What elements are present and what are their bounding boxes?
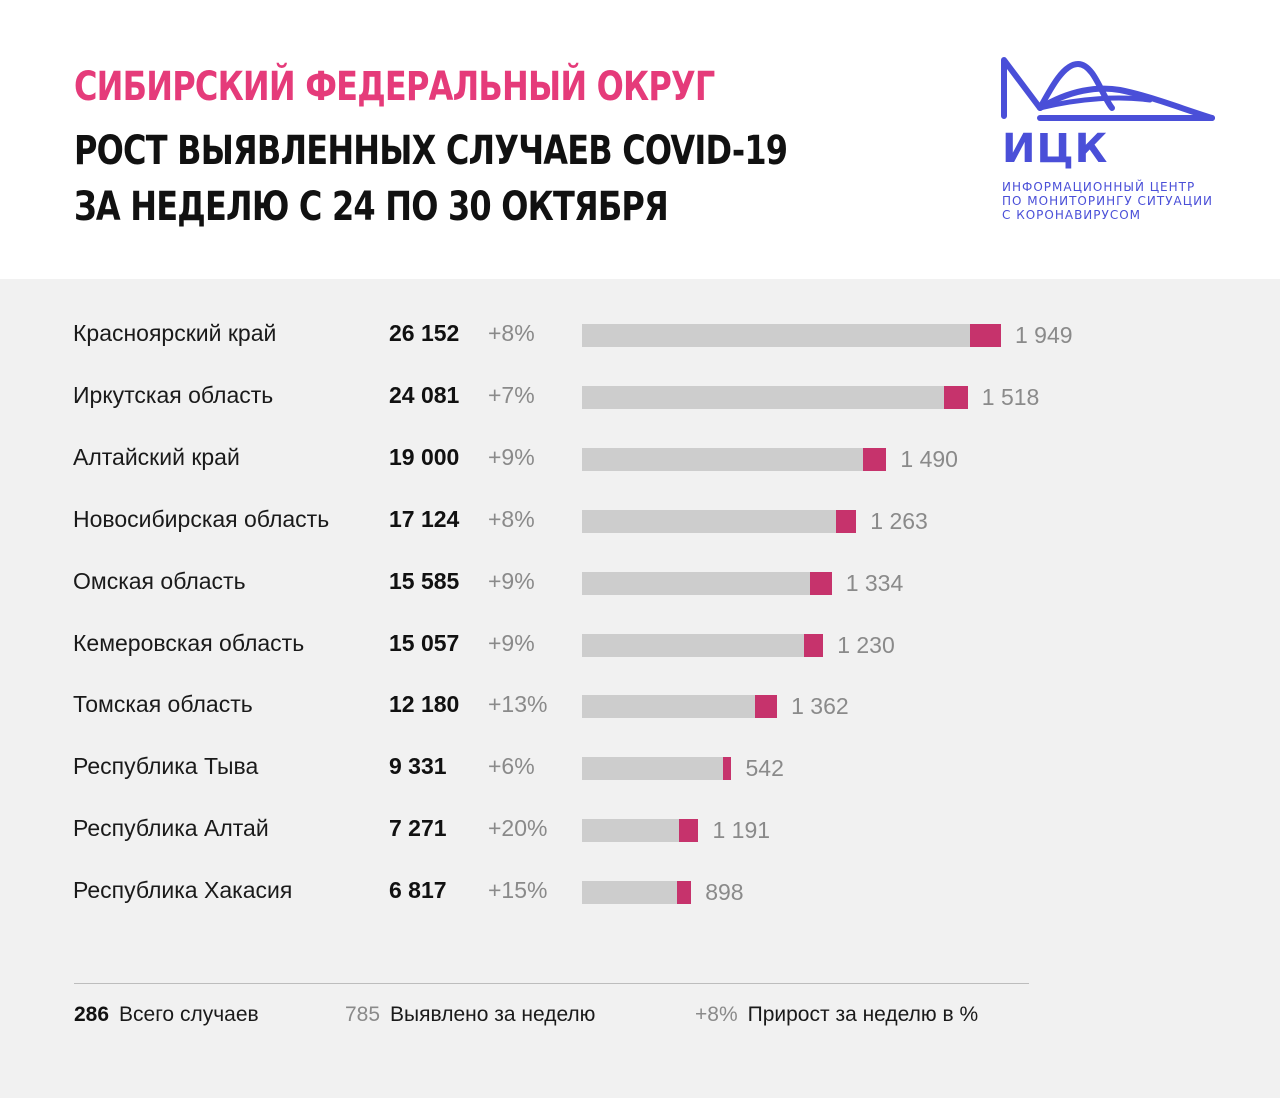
total-cases-label: 15 585 (389, 568, 460, 594)
bar-weekly-cases (803, 634, 824, 657)
logo-wordmark: ИЦК (1002, 126, 1109, 172)
total-cases-label: 19 000 (389, 444, 460, 470)
region-label: Новосибирская область (73, 506, 330, 532)
bar-weekly-cases (943, 386, 968, 409)
bar-weekly-cases (722, 757, 732, 780)
legend-label-growth: Прирост за неделю в % (747, 1003, 979, 1026)
bar-weekly-cases (810, 572, 832, 595)
bar-weekly-cases (836, 510, 857, 533)
table-row: Кемеровская область 15 057 +9% 1 230 (0, 624, 1280, 664)
total-cases-label: 17 124 (389, 506, 460, 532)
weekly-cases-label: 1 334 (845, 570, 904, 596)
weekly-cases-label: 1 949 (1015, 322, 1073, 348)
growth-percent-label: +9% (488, 568, 535, 594)
legend-item-growth: +8% Прирост за неделю в % (695, 1003, 978, 1027)
logo-mountain-icon (1001, 57, 1215, 121)
weekly-cases-label: 1 263 (870, 508, 928, 534)
bar-previous-cases (582, 510, 837, 533)
total-cases-label: 12 180 (389, 691, 460, 717)
growth-percent-label: +6% (488, 753, 535, 779)
table-row: Красноярский край 26 152 +8% 1 949 (0, 314, 1280, 354)
growth-percent-label: +8% (488, 320, 535, 346)
bar-previous-cases (582, 572, 811, 595)
growth-percent-label: +8% (488, 506, 535, 532)
total-cases-label: 6 817 (389, 877, 447, 903)
legend-label-total: Всего случаев (119, 1003, 259, 1026)
bar-previous-cases (582, 819, 680, 842)
table-row: Новосибирская область 17 124 +8% 1 263 (0, 500, 1280, 540)
bar-previous-cases (582, 448, 863, 471)
legend-divider (74, 983, 1029, 984)
table-row: Республика Тыва 9 331 +6% 542 (0, 747, 1280, 787)
weekly-cases-label: 1 230 (837, 632, 895, 658)
region-label: Алтайский край (73, 444, 240, 470)
legend-item-weekly: 785 Выявлено за неделю (345, 1003, 595, 1027)
bar-previous-cases (582, 634, 804, 657)
growth-percent-label: +15% (488, 877, 548, 903)
logo-caption: Информационный центр по мониторингу ситу… (1002, 180, 1214, 222)
weekly-cases-label: 1 490 (900, 446, 958, 472)
weekly-cases-label: 542 (745, 755, 784, 781)
bar-previous-cases (582, 695, 756, 718)
table-row: Томская область 12 180 +13% 1 362 (0, 685, 1280, 725)
growth-percent-label: +20% (488, 815, 548, 841)
table-row: Иркутская область 24 081 +7% 1 518 (0, 376, 1280, 416)
bar-weekly-cases (676, 881, 692, 904)
legend-item-total: 286 Всего случаев (74, 1003, 259, 1027)
region-label: Республика Тыва (73, 753, 259, 779)
region-label: Красноярский край (73, 320, 277, 346)
weekly-cases-label: 898 (705, 879, 744, 905)
growth-percent-label: +9% (488, 444, 535, 470)
bar-weekly-cases (969, 324, 1001, 347)
region-label: Кемеровская область (73, 630, 305, 656)
weekly-cases-label: 1 518 (981, 384, 1040, 410)
region-label: Республика Хакасия (73, 877, 293, 903)
growth-percent-label: +9% (488, 630, 535, 656)
region-label: Республика Алтай (73, 815, 269, 841)
chart-title-line1: Рост выявленных случаев COVID-19 (74, 128, 788, 174)
chart-panel (0, 279, 1280, 1098)
total-cases-label: 15 057 (389, 630, 460, 656)
legend-sample-total: 286 (74, 1003, 110, 1026)
region-subtitle: Сибирский федеральный округ (74, 64, 715, 110)
logo: ИЦК Информационный центр по мониторингу … (1000, 56, 1220, 236)
total-cases-label: 9 331 (389, 753, 447, 779)
bar-weekly-cases (679, 819, 699, 842)
total-cases-label: 7 271 (389, 815, 447, 841)
total-cases-label: 26 152 (389, 320, 460, 346)
bar-previous-cases (582, 757, 723, 780)
bar-previous-cases (582, 324, 970, 347)
bar-previous-cases (582, 881, 677, 904)
region-label: Омская область (73, 568, 246, 594)
chart-title-line2: за неделю с 24 по 30 октября (74, 184, 669, 230)
bar-weekly-cases (755, 695, 778, 718)
legend-label-weekly: Выявлено за неделю (390, 1003, 596, 1026)
table-row: Республика Хакасия 6 817 +15% 898 (0, 871, 1280, 911)
growth-percent-label: +7% (488, 382, 535, 408)
header: Сибирский федеральный округ Рост выявлен… (0, 0, 1280, 279)
table-row: Алтайский край 19 000 +9% 1 490 (0, 438, 1280, 478)
legend-sample-growth: +8% (695, 1003, 738, 1026)
table-row: Республика Алтай 7 271 +20% 1 191 (0, 809, 1280, 849)
weekly-cases-label: 1 191 (712, 817, 771, 843)
region-label: Иркутская область (73, 382, 274, 408)
growth-percent-label: +13% (488, 691, 548, 717)
region-label: Томская область (73, 691, 253, 717)
legend-sample-weekly: 785 (345, 1003, 381, 1026)
table-row: Омская область 15 585 +9% 1 334 (0, 562, 1280, 602)
bar-previous-cases (582, 386, 944, 409)
bar-weekly-cases (862, 448, 887, 471)
weekly-cases-label: 1 362 (791, 693, 849, 719)
total-cases-label: 24 081 (389, 382, 460, 408)
